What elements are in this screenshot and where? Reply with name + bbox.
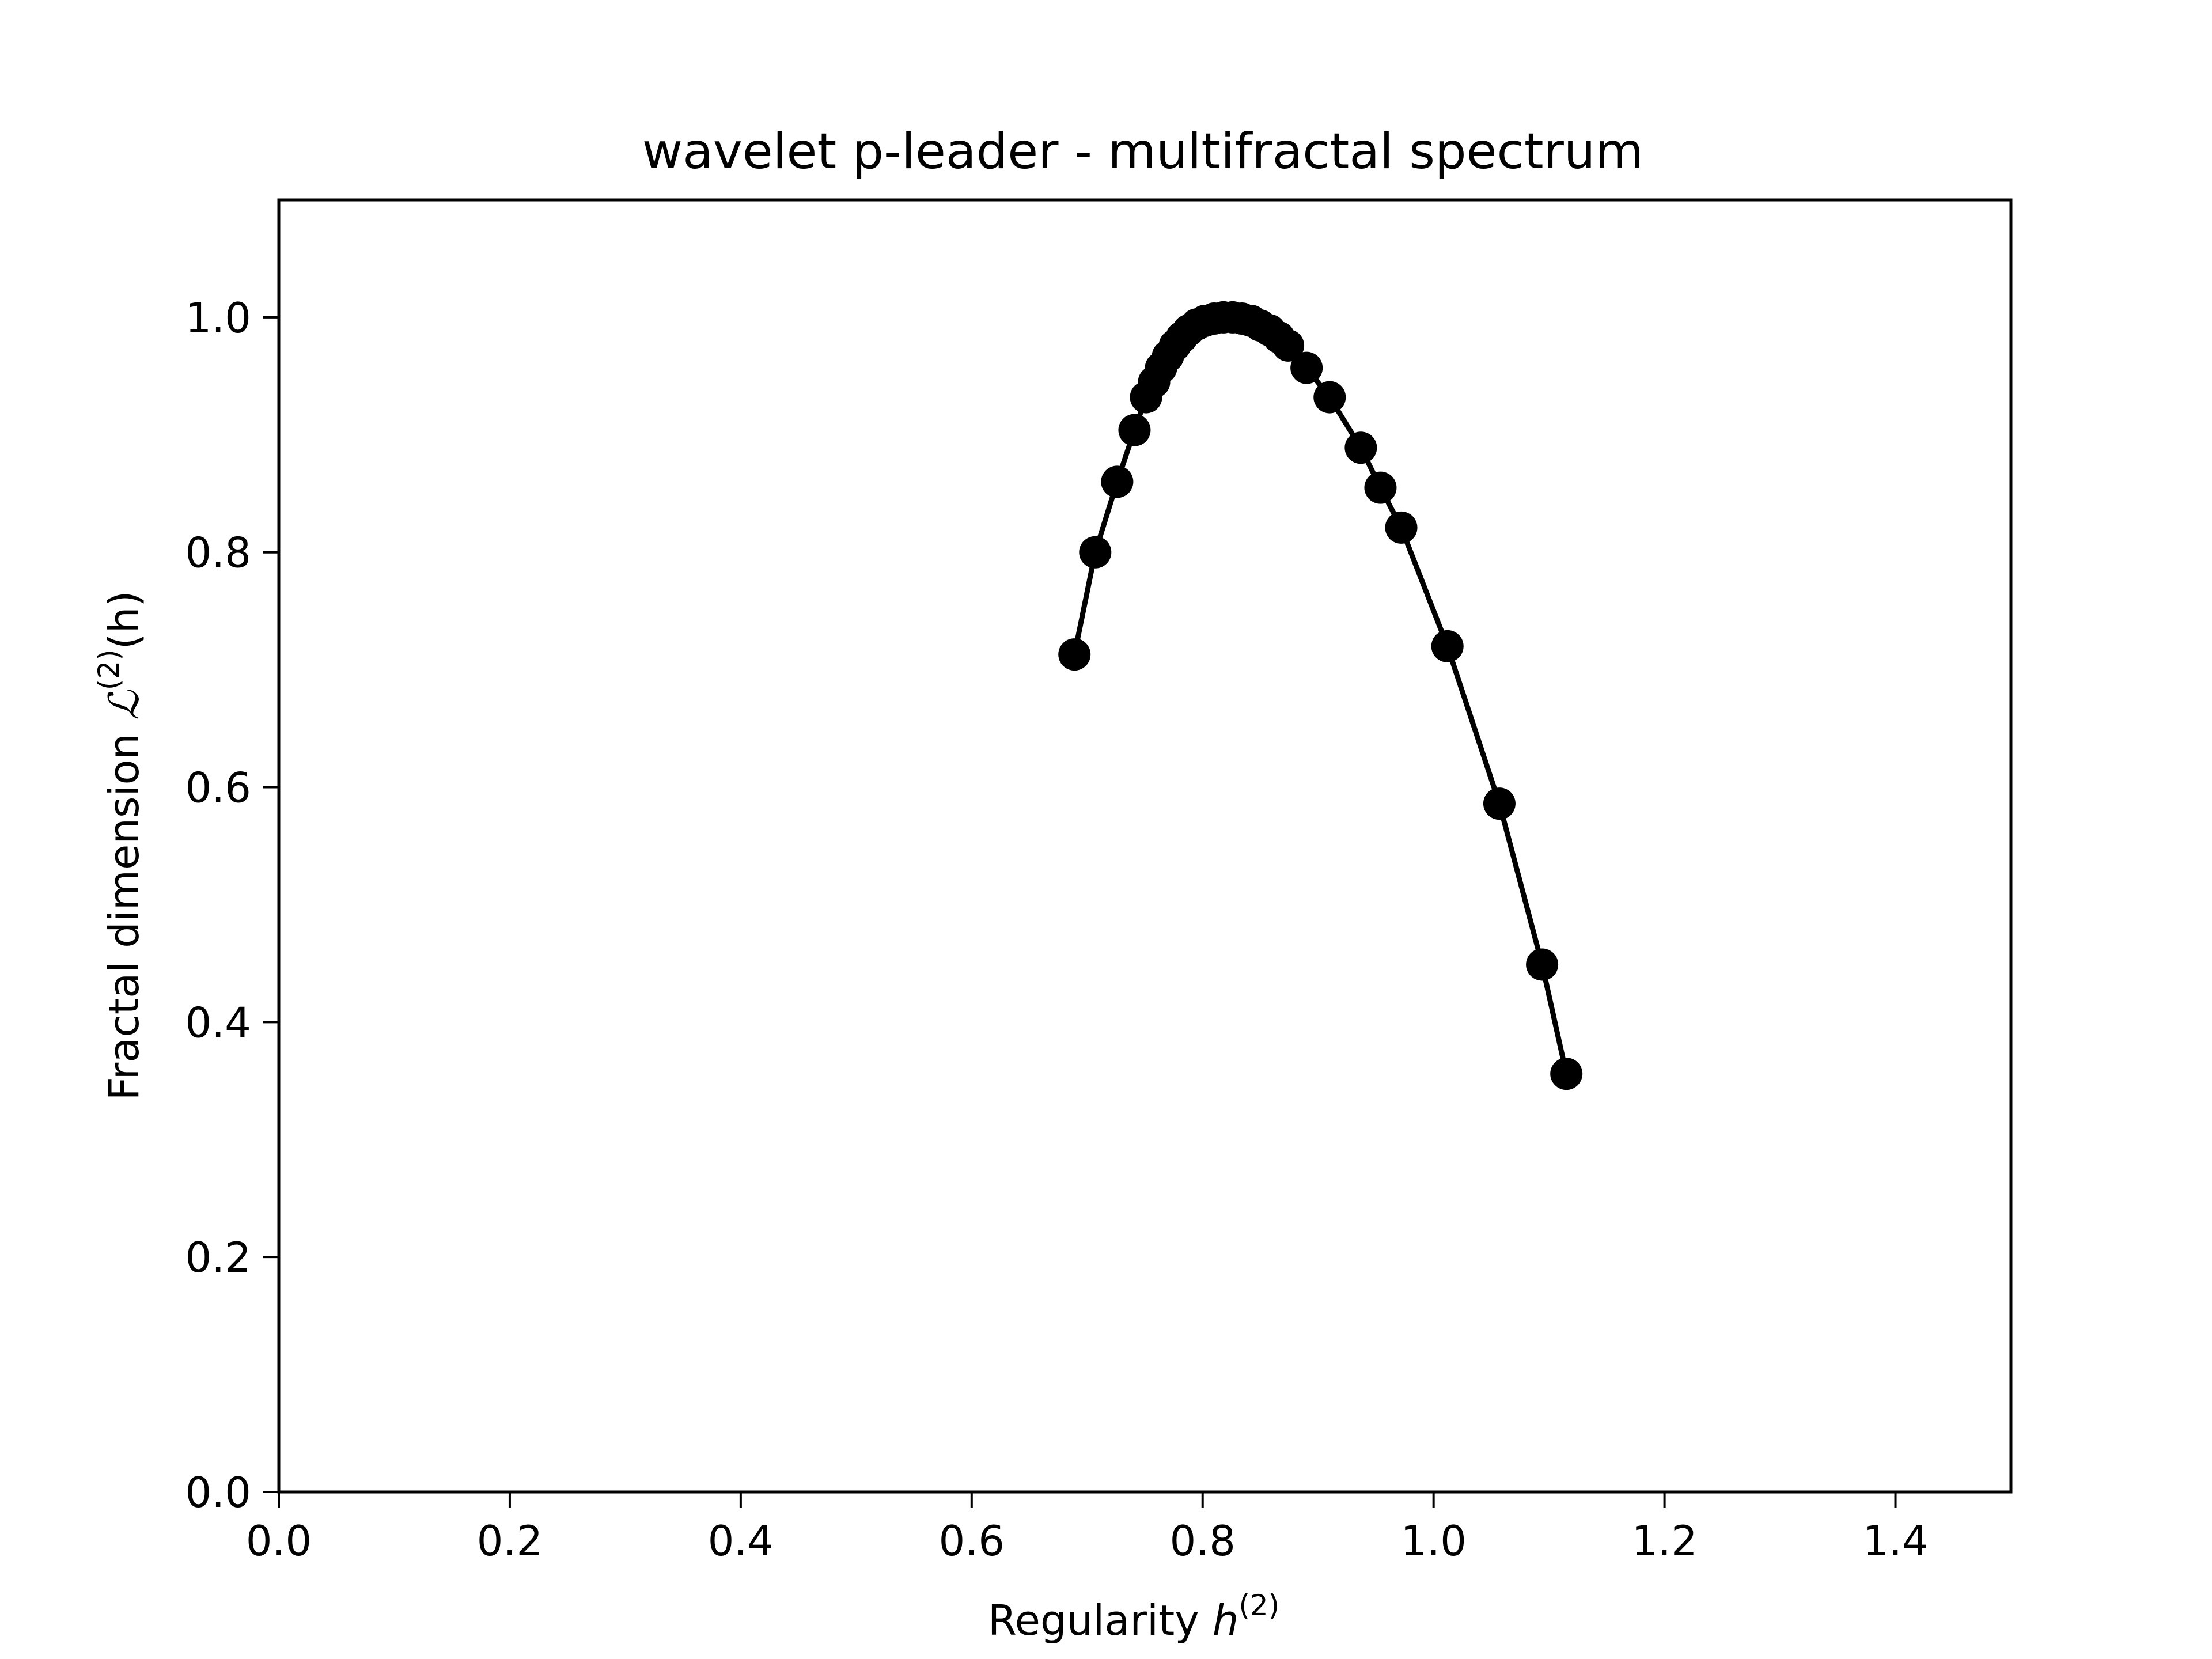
data-point-marker (1344, 431, 1377, 464)
y-axis-label-tail: (h) (100, 590, 148, 649)
x-axis-label-var: h (1213, 1596, 1239, 1645)
y-axis-label-sup: (2) (92, 649, 126, 690)
x-tick-label: 1.0 (1400, 1517, 1467, 1565)
y-axis-label: Fractal dimension ℒ(2)(h) (92, 590, 148, 1100)
y-axis-label-text: Fractal dimension (100, 720, 148, 1101)
x-tick-label: 1.2 (1631, 1517, 1698, 1565)
data-point-marker (1385, 511, 1418, 544)
data-point-marker (1364, 471, 1397, 504)
x-axis-label-sup: (2) (1238, 1589, 1279, 1622)
y-tick-label: 0.0 (185, 1468, 251, 1517)
x-axis-label-text: Regularity (988, 1596, 1213, 1645)
x-tick-label: 0.4 (708, 1517, 774, 1565)
data-point-marker (1313, 381, 1346, 414)
chart-title: wavelet p-leader - multifractal spectrum (642, 123, 1643, 180)
data-point-marker (1431, 630, 1464, 662)
y-tick-label: 0.4 (185, 998, 251, 1047)
axes-frame (277, 198, 2013, 1494)
data-point-marker (1526, 948, 1559, 981)
data-point-marker (1101, 465, 1134, 498)
data-point-marker (1079, 536, 1112, 569)
x-tick-label: 0.2 (477, 1517, 543, 1565)
x-axis-label: Regularity h(2) (988, 1589, 1279, 1645)
data-point-marker (1272, 329, 1305, 362)
y-axis-ticks: 0.0 0.2 0.4 0.6 0.8 1.0 (185, 294, 279, 1517)
data-point-marker (1058, 638, 1091, 671)
series-layer (1058, 301, 1583, 1090)
data-point-marker (1550, 1058, 1583, 1090)
data-point-marker (1483, 787, 1516, 820)
x-tick-label: 0.0 (246, 1517, 312, 1565)
plot-area (277, 198, 2013, 1494)
y-tick-label: 0.6 (185, 764, 251, 812)
y-tick-label: 0.2 (185, 1233, 251, 1282)
x-tick-label: 0.8 (1169, 1517, 1236, 1565)
data-point-marker (1118, 414, 1151, 446)
y-tick-label: 1.0 (185, 294, 251, 342)
x-tick-label: 0.6 (939, 1517, 1005, 1565)
y-tick-label: 0.8 (185, 529, 251, 577)
x-tick-label: 1.4 (1862, 1517, 1929, 1565)
data-point-marker (1290, 351, 1323, 384)
y-axis-label-var: ℒ (100, 689, 148, 720)
x-axis-ticks: 0.0 0.2 0.4 0.6 0.8 1.0 1.2 1.4 (246, 1492, 1929, 1565)
